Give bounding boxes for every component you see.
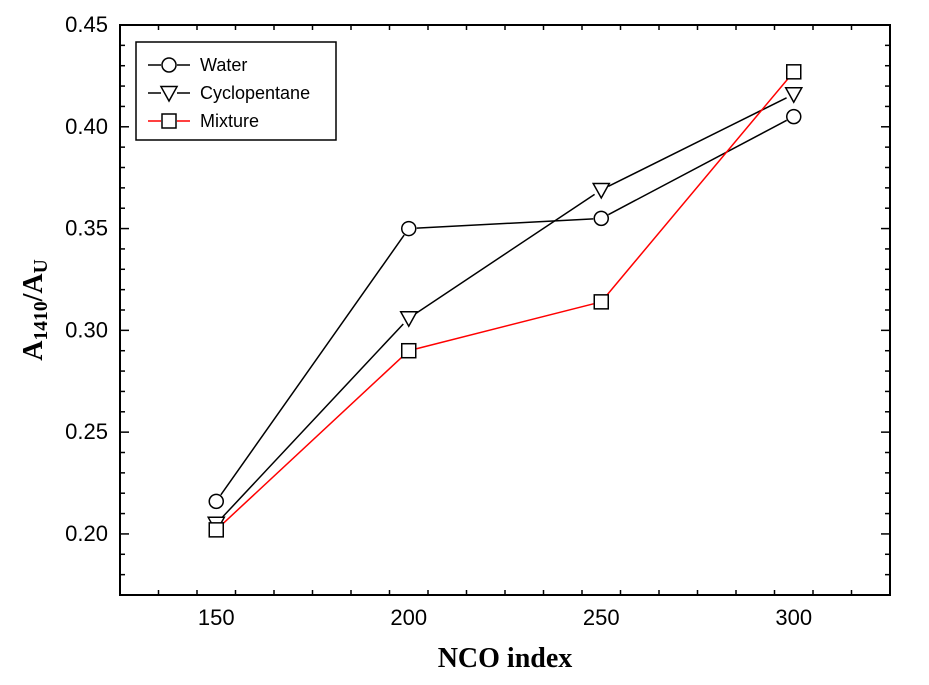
chart-container: 150 200 250 300 0.20 0.25 0.30 0.35 0.40 0.45 NCO … (0, 0, 929, 685)
y-tick-label: 0.20 (65, 521, 108, 546)
y-tick-label: 0.30 (65, 317, 108, 342)
x-tick-label: 300 (775, 605, 812, 630)
line-chart: 150 200 250 300 0.20 0.25 0.30 0.35 0.40 0.45 NCO … (0, 0, 929, 685)
legend-label: Cyclopentane (200, 83, 310, 103)
x-tick-label: 150 (198, 605, 235, 630)
legend-label: Mixture (200, 111, 259, 131)
y-tick-label: 0.45 (65, 12, 108, 37)
legend-label: Water (200, 55, 247, 75)
x-tick-label: 200 (390, 605, 427, 630)
y-tick-label: 0.40 (65, 114, 108, 139)
y-tick-label: 0.25 (65, 419, 108, 444)
legend: Water Cyclopentane Mixture (136, 42, 336, 140)
x-tick-label: 250 (583, 605, 620, 630)
x-axis-label: NCO index (438, 643, 573, 674)
y-tick-label: 0.35 (65, 216, 108, 241)
